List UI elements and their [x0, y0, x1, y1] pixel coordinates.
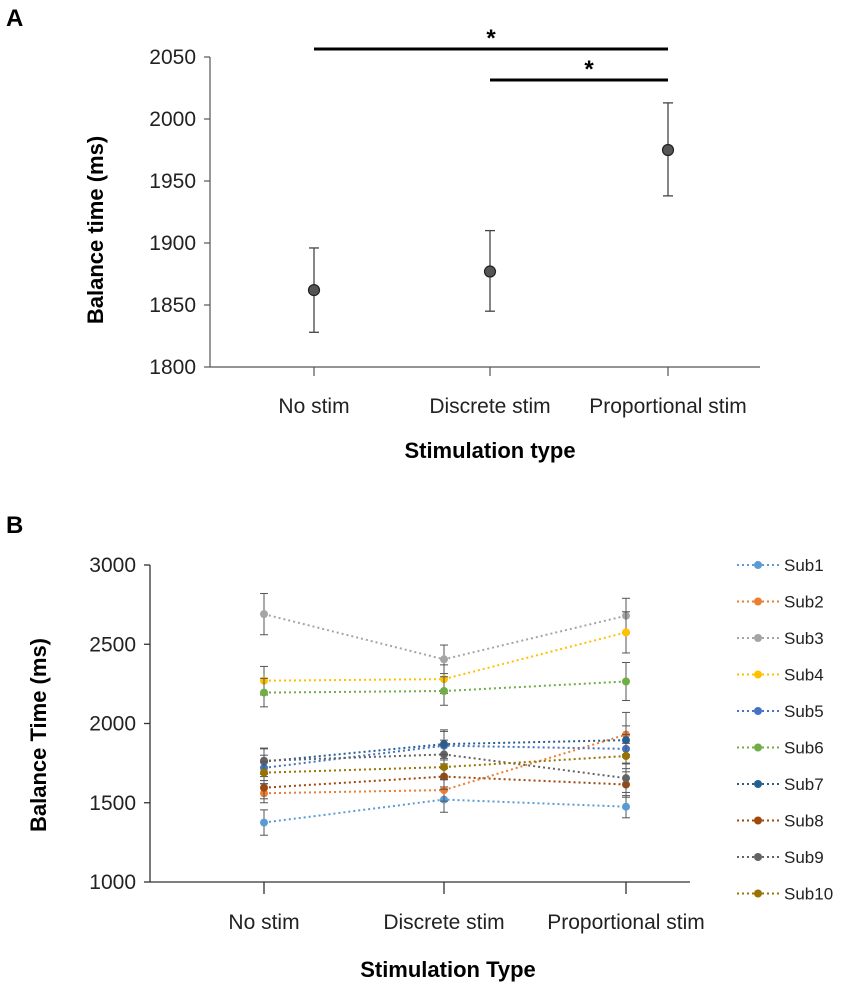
data-point-sub10	[260, 768, 268, 777]
chart-a: 1800 1850 1900 1950 2000 2050 No stim Discrete …	[83, 25, 760, 463]
series-line-sub3	[263, 613, 627, 661]
legend-label: Sub6	[784, 739, 824, 758]
legend-marker	[754, 780, 762, 788]
y-tick-label: 2000	[89, 713, 136, 736]
y-tick-label: 3000	[89, 554, 136, 577]
legend-label: Sub1	[784, 556, 824, 575]
legend-label: Sub8	[784, 812, 824, 831]
y-tick-label: 2050	[149, 46, 196, 69]
panel-label-a: A	[6, 5, 23, 32]
data-point-sub10	[440, 763, 448, 772]
legend-label: Sub9	[784, 848, 824, 867]
legend-marker	[754, 889, 762, 898]
data-point-sub9	[622, 774, 630, 783]
y-tick-label: 1850	[149, 294, 196, 317]
legend-marker	[754, 597, 762, 606]
data-point-sub6	[440, 687, 448, 696]
legend-marker	[754, 816, 762, 825]
y-axis-title: Balance Time (ms)	[26, 638, 51, 832]
legend-label: Sub3	[784, 629, 824, 648]
significance-star: *	[584, 56, 594, 83]
y-tick-label: 2000	[149, 108, 196, 131]
legend-marker	[754, 853, 762, 861]
y-axis-title: Balance time (ms)	[83, 136, 108, 324]
legend-marker	[754, 707, 762, 715]
x-axis-title: Stimulation Type	[360, 957, 536, 982]
data-point-sub1	[260, 818, 268, 827]
x-tick-label: Proportional stim	[547, 911, 705, 934]
data-point-sub2	[440, 786, 448, 795]
legend-label: Sub4	[784, 666, 824, 685]
data-point-sub9	[260, 756, 268, 765]
data-point	[483, 265, 497, 278]
data-point-sub6	[260, 688, 268, 697]
x-tick-label: Proportional stim	[589, 395, 747, 418]
data-point-sub4	[622, 628, 630, 637]
data-point-sub6	[622, 677, 630, 686]
y-tick-label: 1500	[89, 792, 136, 815]
legend-marker	[754, 743, 762, 752]
legend-label: Sub7	[784, 775, 824, 794]
x-tick-label: No stim	[278, 395, 349, 418]
y-tick-label: 1000	[89, 871, 136, 894]
legend-label: Sub10	[784, 885, 833, 904]
data-point-sub3	[440, 655, 448, 664]
x-tick-label: Discrete stim	[383, 911, 504, 934]
legend-marker	[754, 634, 762, 642]
legend-marker	[754, 670, 762, 679]
data-point-sub8	[260, 783, 268, 792]
panel-label-b: B	[6, 512, 23, 539]
legend-label: Sub2	[784, 593, 824, 612]
legend-marker	[754, 561, 762, 569]
x-tick-label: No stim	[228, 911, 299, 934]
data-point	[307, 284, 321, 297]
significance-star: *	[486, 25, 496, 52]
y-tick-label: 1900	[149, 232, 196, 255]
data-point	[661, 143, 675, 157]
data-point-sub7	[622, 736, 630, 745]
chart-b: 1000 1500 2000 2500 3000 No stim Discrete stim…	[26, 554, 833, 982]
data-point-sub10	[622, 751, 630, 760]
legend-label: Sub5	[784, 702, 824, 721]
x-tick-label: Discrete stim	[429, 395, 550, 418]
data-point-sub1	[622, 802, 630, 811]
data-point-sub3	[260, 610, 268, 619]
y-tick-label: 2500	[89, 633, 136, 656]
y-tick-label: 1950	[149, 170, 196, 193]
y-tick-label: 1800	[149, 356, 196, 379]
x-axis-title: Stimulation type	[404, 438, 575, 463]
